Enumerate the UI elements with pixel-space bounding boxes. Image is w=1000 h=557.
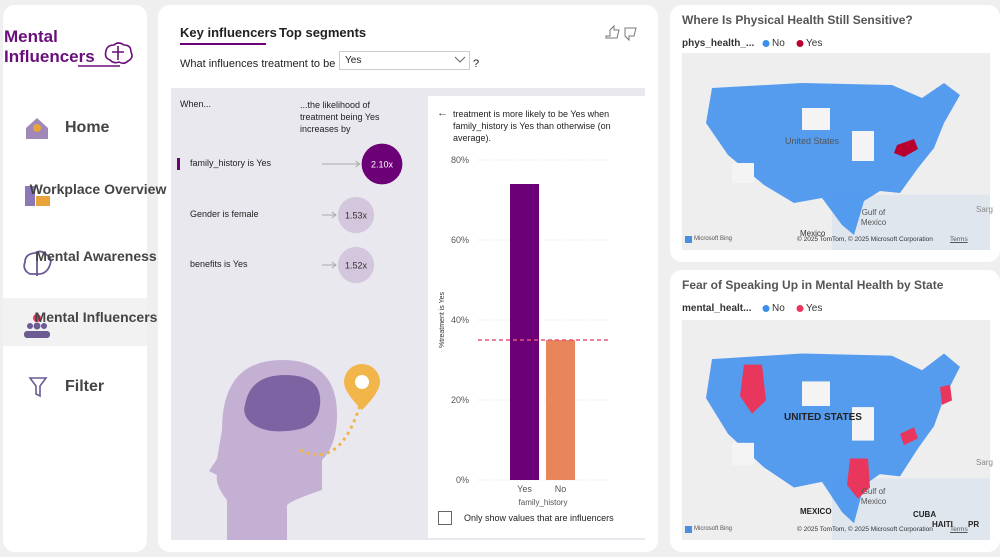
column-header: When... xyxy=(180,99,212,109)
influence-label: 1.53x xyxy=(345,211,368,221)
bar xyxy=(546,340,575,480)
y-tick-label: 20% xyxy=(451,395,469,405)
sidebar-title: Mental Influencers xyxy=(4,27,95,66)
influencer-label[interactable]: Gender is female xyxy=(190,209,259,219)
dropdown-chevron xyxy=(454,56,466,63)
workplace-icon xyxy=(25,186,50,206)
influence-bubble xyxy=(337,196,375,234)
sidebar xyxy=(3,5,147,552)
checkbox-label: Only show values that are influencers xyxy=(464,513,614,523)
brain-icon xyxy=(104,42,133,65)
highlighted-state xyxy=(900,427,918,446)
feedback-icons[interactable] xyxy=(605,24,637,42)
influence-label: 2.10x xyxy=(371,160,394,170)
dropdown[interactable] xyxy=(339,51,470,70)
highlighted-state xyxy=(940,384,952,405)
home-icon xyxy=(26,118,48,139)
brand-logo xyxy=(685,236,692,243)
influencer-label[interactable]: family_history is Yes xyxy=(190,158,272,168)
no-data-state xyxy=(732,442,754,466)
detail-text: treatment is more likely to be Yes when … xyxy=(453,109,611,143)
map-label: United States xyxy=(785,136,840,146)
dropdown-value: Yes xyxy=(345,55,362,66)
legend-label[interactable]: Yes xyxy=(806,38,823,49)
country-shape xyxy=(706,83,960,235)
connector-arrow xyxy=(355,160,361,168)
column-header: ...the likelihood of treatment being Yes… xyxy=(300,100,380,134)
y-tick-label: 80% xyxy=(451,155,469,165)
nav-item[interactable]: Mental Influencers xyxy=(34,309,158,325)
map-label: Sarg xyxy=(976,458,993,467)
tab[interactable]: Top segments xyxy=(279,25,367,40)
map-label: Sarg xyxy=(976,205,993,214)
filter-icon xyxy=(28,377,48,398)
nav-item[interactable]: Mental Awareness xyxy=(35,248,157,264)
bar xyxy=(510,184,539,480)
legend-swatch xyxy=(762,305,770,312)
map-label: Gulf of Mexico xyxy=(860,208,887,227)
y-tick-label: 40% xyxy=(451,315,469,325)
nav-item[interactable]: Home xyxy=(65,119,110,136)
map-label: UNITED STATES xyxy=(784,412,862,423)
map-terms[interactable]: Terms xyxy=(950,236,968,243)
selected-marker xyxy=(177,158,180,170)
country-shape xyxy=(706,353,960,524)
influence-bubble xyxy=(337,246,375,284)
x-tick-label: No xyxy=(555,484,567,494)
influencers-icon xyxy=(24,314,50,338)
legend-swatch xyxy=(796,40,804,47)
map-label: Mexico xyxy=(800,229,826,238)
map-brand: Microsoft Bing xyxy=(694,526,733,532)
map-title: Fear of Speaking Up in Mental Health by … xyxy=(682,278,944,292)
map-attribution: © 2025 TomTom, © 2025 Microsoft Corporat… xyxy=(797,526,933,533)
connector-arrow xyxy=(331,211,337,219)
x-axis-title: family_history xyxy=(519,498,568,507)
map-label: CUBA xyxy=(913,510,937,519)
influence-label: 1.52x xyxy=(345,261,368,271)
legend-swatch xyxy=(796,305,804,312)
map-attribution: © 2025 TomTom, © 2025 Microsoft Corporat… xyxy=(797,236,933,243)
awareness-icon xyxy=(23,250,52,276)
map-label: PR xyxy=(968,520,980,529)
influence-bubble xyxy=(361,143,403,185)
question: What influences treatment to be xyxy=(180,58,336,70)
map-brand: Microsoft Bing xyxy=(694,236,733,242)
help[interactable]: ? xyxy=(473,58,480,70)
brand-logo xyxy=(685,526,692,533)
tab[interactable]: Key influencers xyxy=(180,25,277,40)
legend-title: mental_healt... xyxy=(682,303,752,314)
highlighted-state xyxy=(740,364,766,414)
back-arrow[interactable]: ← xyxy=(437,107,448,119)
head-illustration xyxy=(209,360,380,540)
map-label: HAITI xyxy=(932,520,953,529)
map-terms[interactable]: Terms xyxy=(950,526,968,533)
legend-title: phys_health_... xyxy=(682,38,755,49)
no-data-state xyxy=(852,131,874,161)
map-label: Gulf of Mexico xyxy=(860,487,887,506)
highlighted-state xyxy=(847,458,870,499)
legend-label[interactable]: Yes xyxy=(806,303,823,314)
no-data-state xyxy=(802,108,830,130)
y-tick-label: 0% xyxy=(456,475,469,485)
checkbox[interactable] xyxy=(438,511,452,525)
y-tick-label: 60% xyxy=(451,235,469,245)
x-tick-label: Yes xyxy=(517,484,532,494)
no-data-state xyxy=(802,381,830,406)
no-data-state xyxy=(732,163,754,183)
highlighted-state xyxy=(894,139,918,157)
legend-swatch xyxy=(762,40,770,47)
legend-label[interactable]: No xyxy=(772,303,785,314)
influencer-label[interactable]: benefits is Yes xyxy=(190,259,248,269)
map-title: Where Is Physical Health Still Sensitive… xyxy=(682,13,913,27)
legend-label[interactable]: No xyxy=(772,38,785,49)
nav-item[interactable]: Filter xyxy=(65,378,105,395)
nav-item[interactable]: Workplace Overview xyxy=(29,181,167,197)
map-label: MEXICO xyxy=(800,507,832,516)
connector-arrow xyxy=(331,261,337,269)
y-axis-title: %treatment is Yes xyxy=(439,291,446,348)
no-data-state xyxy=(852,407,874,441)
